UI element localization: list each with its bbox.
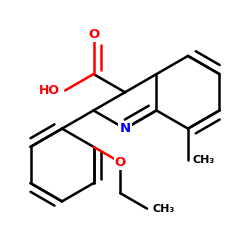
Text: O: O [88,28,99,41]
Text: CH₃: CH₃ [152,204,174,214]
Text: O: O [115,156,126,169]
Text: HO: HO [39,84,60,97]
Text: CH₃: CH₃ [193,154,215,164]
Text: N: N [120,122,130,135]
